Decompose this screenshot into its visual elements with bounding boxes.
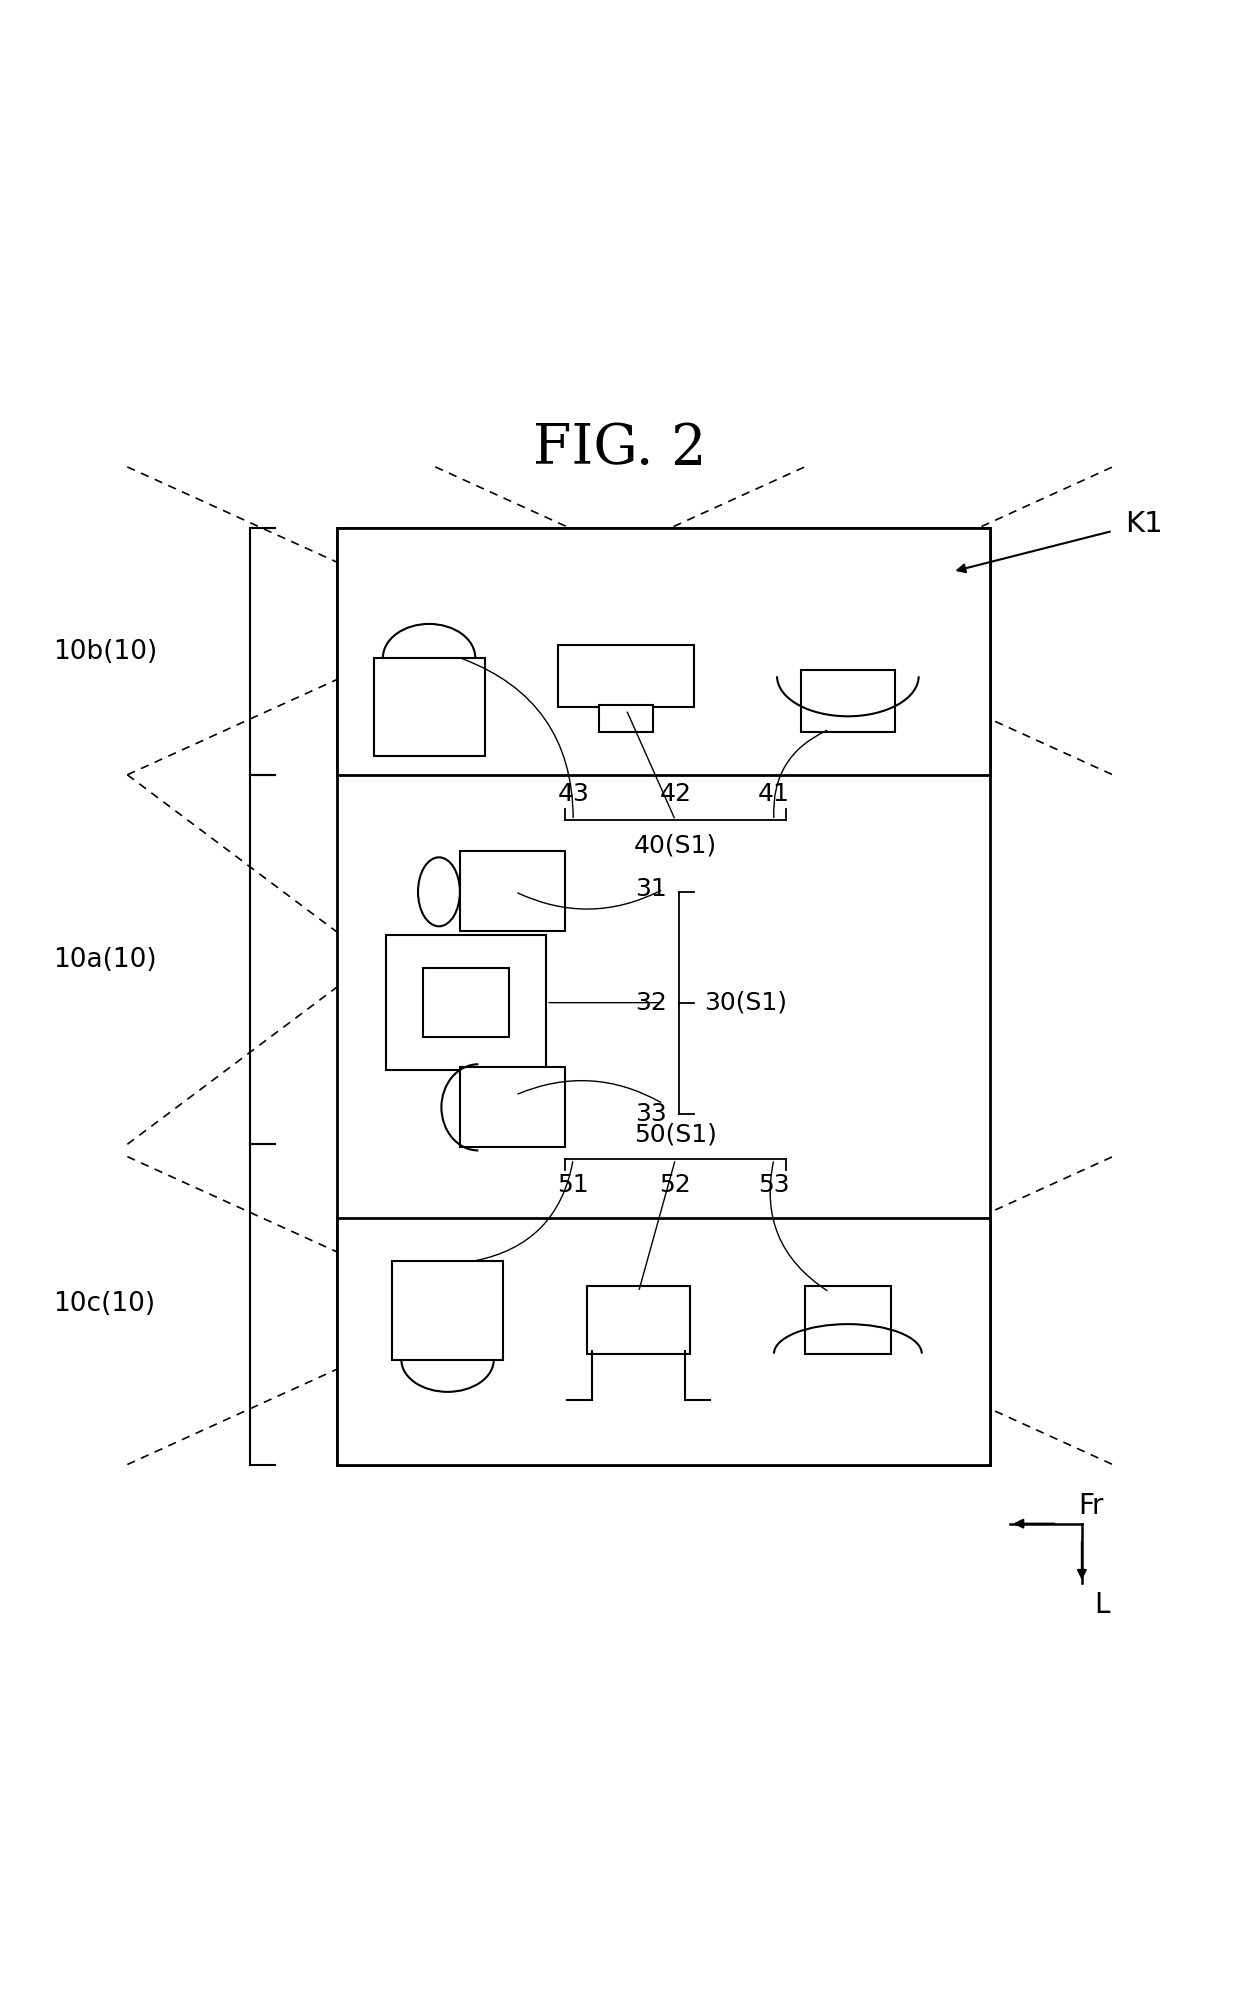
- Text: 10b(10): 10b(10): [53, 638, 157, 664]
- Text: 30(S1): 30(S1): [704, 991, 786, 1014]
- Bar: [423, 969, 510, 1036]
- Text: 31: 31: [635, 877, 667, 901]
- Bar: [599, 706, 653, 731]
- Bar: [805, 1285, 892, 1353]
- Text: 51: 51: [558, 1172, 589, 1196]
- Text: 53: 53: [758, 1172, 790, 1196]
- Text: 10c(10): 10c(10): [53, 1291, 155, 1317]
- Text: 10a(10): 10a(10): [53, 947, 157, 973]
- Text: K1: K1: [1125, 510, 1163, 538]
- Text: FIG. 2: FIG. 2: [533, 421, 707, 476]
- Bar: [801, 670, 895, 731]
- Bar: [460, 1066, 564, 1146]
- Text: 50(S1): 50(S1): [634, 1122, 717, 1146]
- Text: 41: 41: [758, 781, 790, 805]
- Text: L: L: [1094, 1590, 1110, 1620]
- Text: 33: 33: [635, 1102, 667, 1126]
- Bar: [392, 1262, 503, 1359]
- Bar: [337, 528, 990, 1465]
- Bar: [587, 1285, 691, 1353]
- Text: 43: 43: [557, 781, 589, 805]
- Text: 52: 52: [660, 1172, 692, 1196]
- Bar: [386, 935, 546, 1070]
- Bar: [337, 528, 990, 775]
- Text: 40(S1): 40(S1): [634, 833, 717, 857]
- Text: 32: 32: [635, 991, 667, 1014]
- Bar: [558, 646, 694, 708]
- Bar: [460, 851, 564, 931]
- Text: Fr: Fr: [1078, 1493, 1104, 1521]
- Ellipse shape: [418, 857, 460, 927]
- Text: 42: 42: [660, 781, 692, 805]
- Bar: [373, 658, 485, 755]
- Bar: [337, 1218, 990, 1465]
